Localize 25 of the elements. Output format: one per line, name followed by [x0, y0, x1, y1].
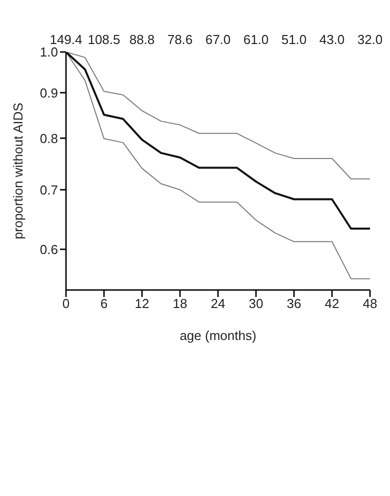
x-tick-label: 48 — [362, 296, 378, 312]
x-tick-label: 0 — [62, 296, 70, 312]
text: 51.0 — [281, 32, 307, 47]
text: 78.6 — [167, 32, 193, 47]
text: 32.0 — [357, 32, 383, 47]
x-axis-title: age (months) — [180, 328, 256, 343]
y-tick-label: 0.8 — [40, 130, 58, 146]
text: 61.0 — [243, 32, 269, 47]
text: 88.8 — [129, 32, 155, 47]
y-tick-label: 0.6 — [40, 242, 58, 257]
y-tick-label: 0.9 — [40, 85, 58, 100]
x-tick-label: 6 — [100, 296, 108, 312]
x-tick-label: 30 — [248, 296, 264, 312]
text: 67.0 — [205, 32, 231, 47]
x-tick-label: 42 — [324, 296, 340, 312]
x-tick-label: 24 — [210, 296, 226, 312]
y-tick-label: 1.0 — [40, 44, 58, 60]
x-tick-label: 12 — [134, 296, 150, 312]
y-tick-label: 0.7 — [40, 182, 58, 198]
text: 149.4 — [50, 32, 82, 47]
x-tick-label: 18 — [172, 296, 188, 312]
x-tick-label: 36 — [286, 296, 302, 312]
text: 43.0 — [319, 32, 345, 47]
text: 108.5 — [88, 32, 120, 47]
y-axis-title: proportion without AIDS — [10, 102, 26, 240]
